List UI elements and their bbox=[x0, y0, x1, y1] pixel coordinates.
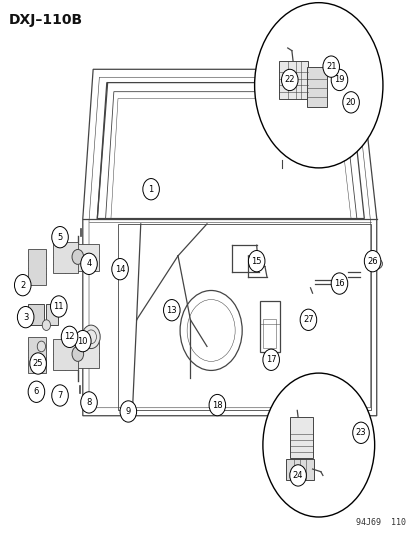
Circle shape bbox=[142, 179, 159, 200]
Bar bbox=[306, 67, 326, 107]
Circle shape bbox=[289, 465, 306, 486]
Text: 2: 2 bbox=[20, 281, 25, 289]
Circle shape bbox=[72, 346, 83, 361]
Text: 7: 7 bbox=[57, 391, 62, 400]
Circle shape bbox=[262, 373, 374, 517]
Bar bbox=[28, 304, 44, 325]
Circle shape bbox=[52, 227, 68, 248]
Circle shape bbox=[112, 259, 128, 280]
Circle shape bbox=[299, 309, 316, 330]
Bar bbox=[76, 341, 99, 368]
Text: 17: 17 bbox=[265, 356, 276, 364]
Bar bbox=[70, 333, 78, 344]
Bar bbox=[76, 244, 99, 271]
Circle shape bbox=[74, 330, 91, 352]
Text: 9: 9 bbox=[126, 407, 131, 416]
Circle shape bbox=[248, 251, 264, 272]
Text: 27: 27 bbox=[302, 316, 313, 324]
Bar bbox=[53, 339, 78, 370]
Text: 15: 15 bbox=[251, 257, 261, 265]
Circle shape bbox=[17, 306, 34, 328]
Bar bbox=[259, 301, 279, 352]
Bar bbox=[285, 459, 313, 480]
Text: 23: 23 bbox=[355, 429, 366, 437]
Text: 10: 10 bbox=[77, 337, 88, 345]
Circle shape bbox=[163, 300, 180, 321]
Text: 16: 16 bbox=[333, 279, 344, 288]
Text: 11: 11 bbox=[53, 302, 64, 311]
Circle shape bbox=[81, 253, 97, 274]
Text: 14: 14 bbox=[114, 265, 125, 273]
Circle shape bbox=[82, 325, 100, 349]
Text: 8: 8 bbox=[86, 398, 91, 407]
Text: 21: 21 bbox=[325, 62, 336, 71]
Bar bbox=[28, 249, 45, 285]
Text: 3: 3 bbox=[23, 313, 28, 321]
Circle shape bbox=[342, 92, 358, 113]
Circle shape bbox=[254, 3, 382, 168]
Circle shape bbox=[363, 251, 380, 272]
Bar bbox=[289, 417, 312, 458]
Circle shape bbox=[322, 56, 339, 77]
Bar bbox=[279, 61, 308, 99]
Text: 1: 1 bbox=[148, 185, 153, 193]
Text: 6: 6 bbox=[34, 387, 39, 396]
Circle shape bbox=[42, 320, 50, 330]
Circle shape bbox=[281, 69, 297, 91]
Circle shape bbox=[61, 326, 78, 348]
Circle shape bbox=[28, 381, 45, 402]
Circle shape bbox=[14, 274, 31, 296]
Circle shape bbox=[52, 385, 68, 406]
Text: 12: 12 bbox=[64, 333, 75, 341]
Text: 4: 4 bbox=[86, 260, 91, 268]
Text: 22: 22 bbox=[284, 76, 294, 84]
Circle shape bbox=[330, 69, 347, 91]
Text: 24: 24 bbox=[292, 471, 303, 480]
Circle shape bbox=[120, 401, 136, 422]
Text: 18: 18 bbox=[211, 401, 222, 409]
Text: 94J69  110: 94J69 110 bbox=[355, 518, 405, 527]
Circle shape bbox=[352, 422, 368, 443]
Circle shape bbox=[330, 273, 347, 294]
Circle shape bbox=[37, 341, 45, 352]
Text: 5: 5 bbox=[57, 233, 62, 241]
Circle shape bbox=[262, 349, 279, 370]
Text: 26: 26 bbox=[366, 257, 377, 265]
Text: 13: 13 bbox=[166, 306, 177, 314]
Text: 20: 20 bbox=[345, 98, 356, 107]
Bar bbox=[28, 337, 45, 373]
Circle shape bbox=[81, 392, 97, 413]
Text: 19: 19 bbox=[333, 76, 344, 84]
Bar bbox=[45, 304, 58, 325]
Circle shape bbox=[209, 394, 225, 416]
Circle shape bbox=[30, 353, 46, 374]
Circle shape bbox=[50, 296, 67, 317]
Text: DXJ–110B: DXJ–110B bbox=[8, 13, 82, 27]
Text: 25: 25 bbox=[33, 359, 43, 368]
Circle shape bbox=[72, 249, 83, 264]
Bar bbox=[262, 319, 275, 348]
Bar bbox=[53, 242, 78, 273]
Ellipse shape bbox=[366, 258, 382, 270]
